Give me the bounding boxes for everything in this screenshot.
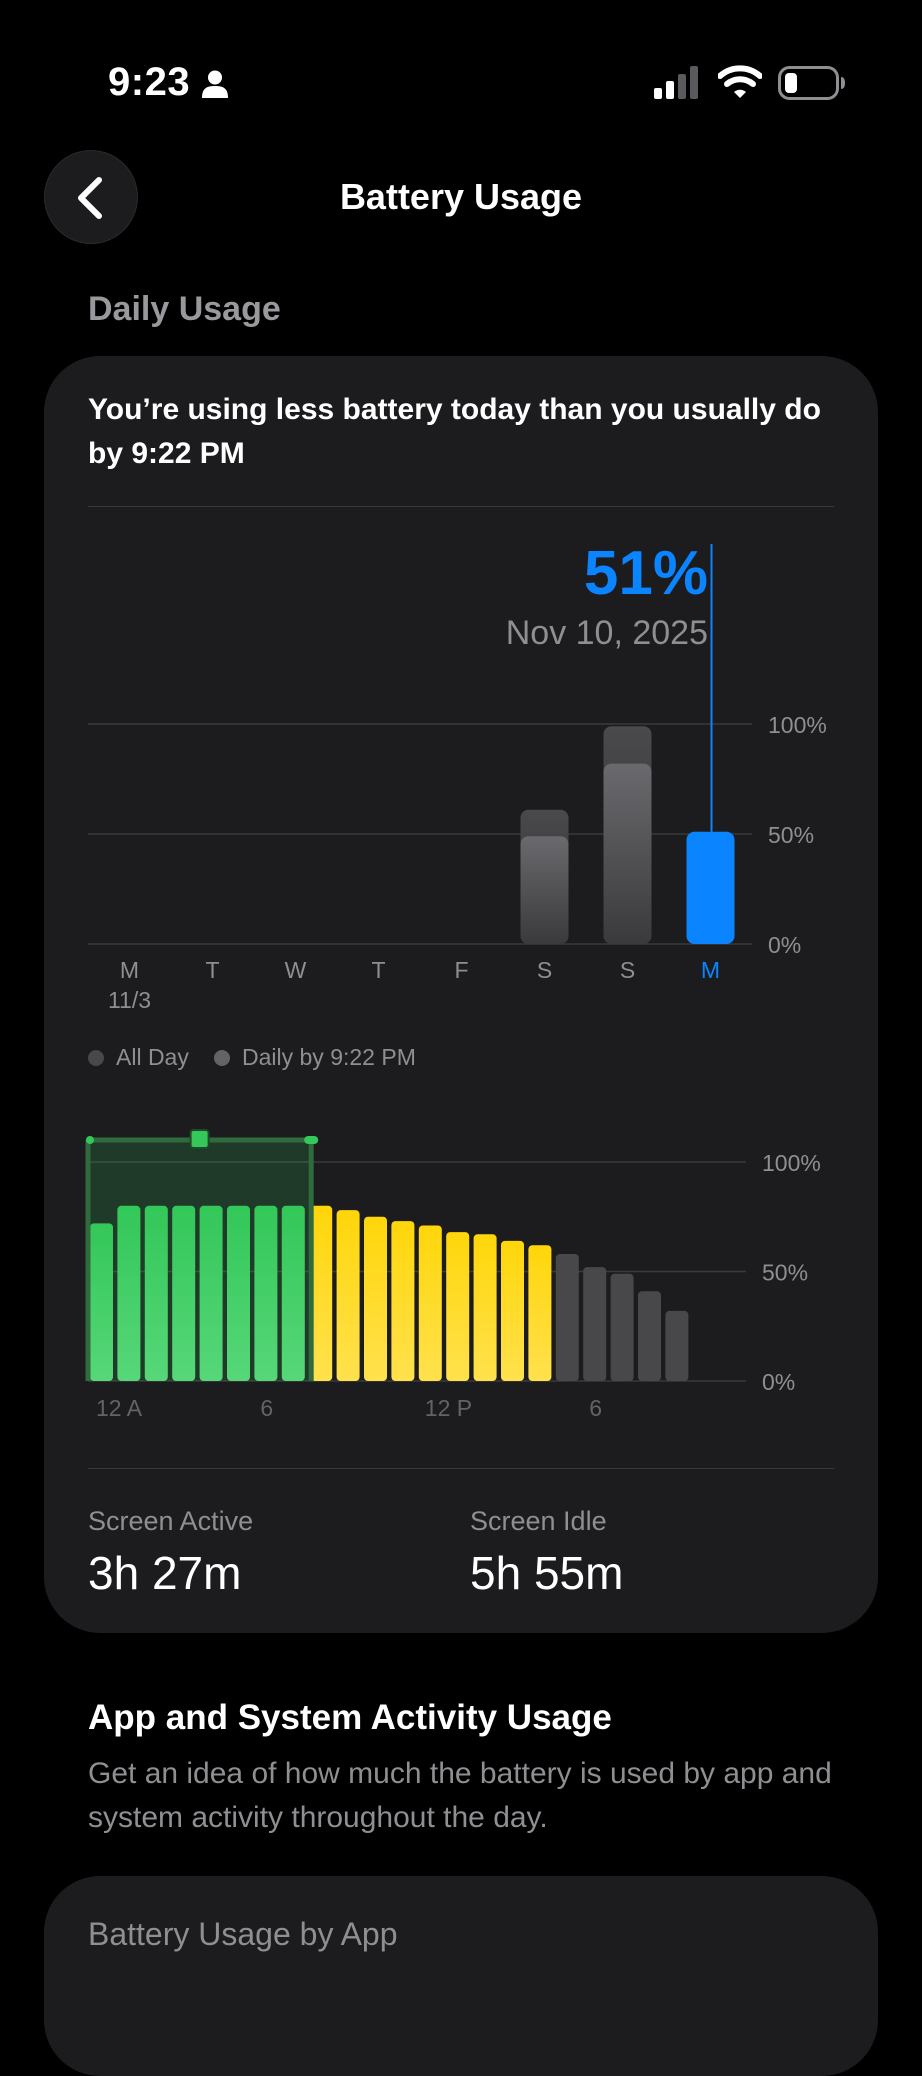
hour-bar: [117, 1205, 141, 1381]
selected-percent: 51%: [583, 539, 708, 608]
x-tick-label: 6: [260, 1395, 273, 1421]
battery-charts: 100% 50% 0% M 11/3 T W T F S S M 100% 50% 0% 12 A 6 12 P 6: [85, 544, 827, 1421]
hour-bar: [528, 1245, 552, 1381]
legend-all-day: All Day: [88, 1044, 189, 1071]
screen-active-value: 3h 27m: [88, 1547, 242, 1599]
hour-bar: [364, 1216, 387, 1381]
x-tick-label: 6: [589, 1395, 602, 1421]
chevron-left-icon: [78, 177, 102, 219]
hour-bar: [391, 1221, 415, 1381]
legend-dot: [88, 1049, 104, 1066]
hour-bar: [281, 1205, 305, 1381]
bar-selected: [686, 831, 735, 944]
x-tick-label: T: [371, 957, 385, 983]
page-title: Battery Usage: [339, 176, 583, 217]
screen-active-label: Screen Active: [88, 1506, 254, 1536]
x-tick-label: S: [537, 957, 552, 983]
legend-all-day-label: All Day: [116, 1044, 189, 1070]
hour-bar: [610, 1273, 634, 1381]
hour-bar: [199, 1205, 223, 1381]
daily-usage-header: Daily Usage: [88, 290, 281, 328]
card-divider: [88, 1468, 834, 1469]
hour-bar: [555, 1253, 579, 1381]
selected-date: Nov 10, 2025: [505, 614, 708, 652]
y-tick-label: 50%: [768, 822, 814, 848]
x-tick-label: W: [285, 957, 307, 983]
x-date-label: 11/3: [108, 987, 151, 1013]
hour-bar: [446, 1232, 470, 1381]
battery-icon: [778, 66, 845, 100]
charging-range: [88, 1140, 312, 1381]
y-tick-label: 0%: [768, 932, 801, 958]
activity-description: Get an idea of how much the battery is u…: [88, 1757, 832, 1834]
x-tick-label: F: [454, 957, 468, 983]
cellular-signal-icon: [654, 66, 698, 99]
x-tick-label: 12 A: [96, 1395, 143, 1421]
x-tick-label: T: [205, 957, 219, 983]
x-tick-label: M: [701, 957, 720, 983]
charging-marker: [189, 1129, 210, 1149]
hour-bar: [254, 1205, 278, 1381]
screen-idle-value: 5h 55m: [470, 1547, 624, 1599]
wifi-icon: [718, 65, 762, 98]
hour-bar: [227, 1205, 250, 1381]
hour-bar: [665, 1310, 689, 1381]
hour-bar: [144, 1205, 168, 1381]
x-tick-label: S: [620, 957, 635, 983]
battery-by-app-title: Battery Usage by App: [88, 1916, 398, 1952]
x-tick-label: M: [120, 957, 139, 983]
y-tick-label: 50%: [762, 1260, 808, 1286]
hour-bar: [418, 1225, 442, 1381]
bar-daily-by: [520, 836, 569, 944]
hour-bar: [638, 1291, 661, 1381]
charging-range-dot: [86, 1136, 94, 1144]
status-time: 9:23: [108, 60, 191, 104]
hour-bar: [583, 1267, 607, 1381]
person-icon: [202, 70, 228, 98]
battery-by-app-card[interactable]: [44, 1876, 878, 2076]
daily-usage-card: [44, 356, 878, 1633]
legend-daily-by-label: Daily by 9:22 PM: [242, 1044, 416, 1070]
hour-bar: [309, 1205, 333, 1381]
y-tick-label: 100%: [762, 1150, 821, 1176]
card-divider: [88, 506, 834, 507]
hour-bar: [336, 1210, 360, 1381]
back-button[interactable]: [44, 150, 138, 244]
charging-range-dot: [304, 1136, 319, 1144]
legend-daily-by: Daily by 9:22 PM: [214, 1044, 416, 1071]
hour-bar: [473, 1234, 497, 1381]
bar-daily-by: [603, 763, 652, 944]
activity-title: App and System Activity Usage: [88, 1698, 612, 1737]
y-tick-label: 0%: [762, 1369, 795, 1395]
x-tick-label: 12 P: [425, 1395, 472, 1421]
hour-bar: [501, 1240, 524, 1381]
hour-bar: [90, 1223, 113, 1381]
legend-dot: [214, 1049, 230, 1066]
y-tick-label: 100%: [768, 712, 827, 738]
hour-bar: [172, 1205, 196, 1381]
screen-idle-label: Screen Idle: [470, 1506, 607, 1536]
usage-headline: You’re using less battery today than you…: [88, 393, 821, 470]
